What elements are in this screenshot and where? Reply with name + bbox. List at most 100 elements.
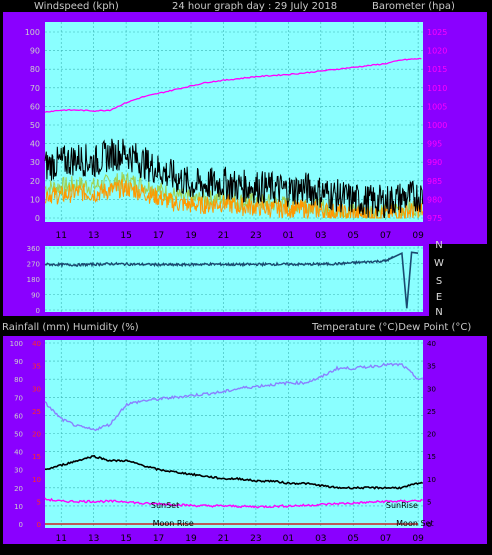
moonset-label: Moon Set: [396, 519, 433, 528]
temp-y-tick-1: 5: [427, 498, 431, 506]
barometer-series: [44, 57, 422, 113]
temp-x-tick-8: 03: [315, 534, 326, 544]
humidity-y-tick-7: 70: [14, 394, 23, 402]
temp-axis-ticks: 0102030405060708090100051015202530354005…: [10, 340, 436, 544]
humidity-y-tick-4: 40: [14, 449, 23, 457]
wind-x-tick-1: 13: [88, 231, 99, 241]
baro-y-tick-5: 1000: [427, 121, 447, 130]
rain-y-tick-5: 25: [32, 408, 41, 416]
humidity-y-tick-9: 90: [14, 358, 23, 366]
temp-x-tick-2: 15: [120, 534, 131, 544]
humidity-y-tick-8: 80: [14, 376, 23, 384]
wind-x-tick-10: 07: [380, 231, 391, 241]
wind-x-tick-3: 17: [153, 231, 164, 241]
temp-x-tick-3: 17: [153, 534, 164, 544]
wind-barometer-panel: 0102030405060708090100975980985990995100…: [3, 12, 487, 244]
wind-y-tick-0: 0: [35, 214, 40, 223]
humidity-y-tick-0: 0: [19, 521, 23, 529]
dir-y-tick-2: 180: [27, 276, 40, 284]
barometer-line: [44, 57, 422, 113]
temp-plot-area: [45, 340, 423, 528]
rain-y-tick-1: 5: [37, 498, 41, 506]
wind-x-tick-7: 01: [283, 231, 294, 241]
humidity-y-tick-1: 10: [14, 503, 23, 511]
wind-y-tick-10: 100: [25, 28, 40, 37]
temp-x-tick-10: 07: [380, 534, 391, 544]
temp-y-tick-0: 0: [427, 521, 431, 529]
rain-y-tick-6: 30: [32, 385, 41, 393]
wind-series: [44, 138, 424, 220]
wind-x-tick-11: 09: [412, 231, 424, 241]
graph-title: 24 hour graph day : 29 July 2018: [172, 1, 337, 12]
wind-direction-tail: [385, 251, 419, 309]
moonrise-label: Moon Rise: [153, 519, 194, 528]
wind-direction-line: [44, 255, 394, 268]
dir-y-tick-3: 270: [27, 261, 40, 269]
humidity-y-tick-3: 30: [14, 467, 23, 475]
direction-grid: [45, 246, 423, 312]
temp-x-tick-7: 01: [283, 534, 294, 544]
barometer-axis-title: Barometer (hpa): [372, 1, 455, 12]
temp-x-tick-1: 13: [88, 534, 99, 544]
rain-y-tick-7: 35: [32, 363, 41, 371]
humidity-line: [44, 362, 424, 432]
temp-y-tick-7: 35: [427, 363, 436, 371]
wind-x-tick-5: 21: [218, 231, 229, 241]
rain-y-tick-0: 0: [37, 521, 41, 529]
direction-letter-2: S: [436, 276, 442, 287]
temp-x-tick-4: 19: [185, 534, 197, 544]
wind-y-tick-2: 20: [30, 177, 40, 186]
dir-y-tick-0: 0: [36, 307, 40, 315]
temp-y-tick-5: 25: [427, 408, 436, 416]
wind-x-tick-8: 03: [315, 231, 326, 241]
direction-axis-ticks: 0 90 180 270 360: [27, 245, 40, 315]
sunset-label: SunSet: [151, 501, 179, 510]
humidity-y-tick-2: 20: [14, 485, 23, 493]
temp-x-tick-11: 09: [412, 534, 424, 544]
direction-letter-0: N: [435, 240, 442, 251]
baro-y-tick-4: 995: [427, 140, 442, 149]
dir-y-tick-1: 90: [31, 292, 40, 300]
wind-y-tick-1: 10: [30, 195, 40, 204]
temp-x-tick-6: 23: [250, 534, 261, 544]
temp-y-tick-2: 10: [427, 476, 436, 484]
wind-y-tick-6: 60: [30, 102, 40, 111]
humidity-y-tick-5: 50: [14, 431, 23, 439]
baro-y-tick-6: 1005: [427, 102, 447, 111]
wind-x-tick-4: 19: [185, 231, 197, 241]
temp-y-tick-3: 15: [427, 453, 436, 461]
wind-x-tick-6: 23: [250, 231, 261, 241]
temperature-line: [44, 454, 424, 490]
wind-y-tick-7: 70: [30, 84, 40, 93]
baro-y-tick-2: 985: [427, 177, 442, 186]
rain-y-tick-2: 10: [32, 476, 41, 484]
wind-axis-title: Windspeed (kph): [34, 1, 119, 12]
temp-x-tick-0: 11: [55, 534, 66, 544]
temp-grid: [45, 340, 423, 528]
lower-left-axis-title: Rainfall (mm) Humidity (%): [2, 322, 139, 333]
rain-y-tick-4: 20: [32, 431, 41, 439]
baro-y-tick-8: 1015: [427, 65, 447, 74]
temp-y-tick-8: 40: [427, 340, 436, 348]
temp-series: SunSet SunRise Moon Rise Moon Set: [44, 362, 434, 528]
dir-y-tick-4: 360: [27, 245, 40, 253]
rain-y-tick-3: 15: [32, 453, 41, 461]
wind-direction-panel: 0 90 180 270 360: [3, 242, 429, 316]
baro-y-tick-3: 990: [427, 158, 442, 167]
temp-x-tick-5: 21: [218, 534, 229, 544]
direction-letter-4: N: [435, 307, 442, 318]
wind-y-tick-3: 30: [30, 158, 40, 167]
direction-letter-1: W: [434, 258, 444, 269]
wind-plot-area: [45, 22, 423, 222]
baro-y-tick-0: 975: [427, 214, 442, 223]
wind-x-tick-2: 15: [120, 231, 131, 241]
dew-point-line: [44, 497, 423, 509]
wind-gust-line: [44, 138, 424, 219]
humidity-y-tick-6: 60: [14, 412, 23, 420]
direction-series: [44, 251, 419, 309]
lower-right-axis-title: Temperature (°C)Dew Point (°C): [311, 322, 471, 333]
direction-letter-3: E: [436, 292, 442, 303]
